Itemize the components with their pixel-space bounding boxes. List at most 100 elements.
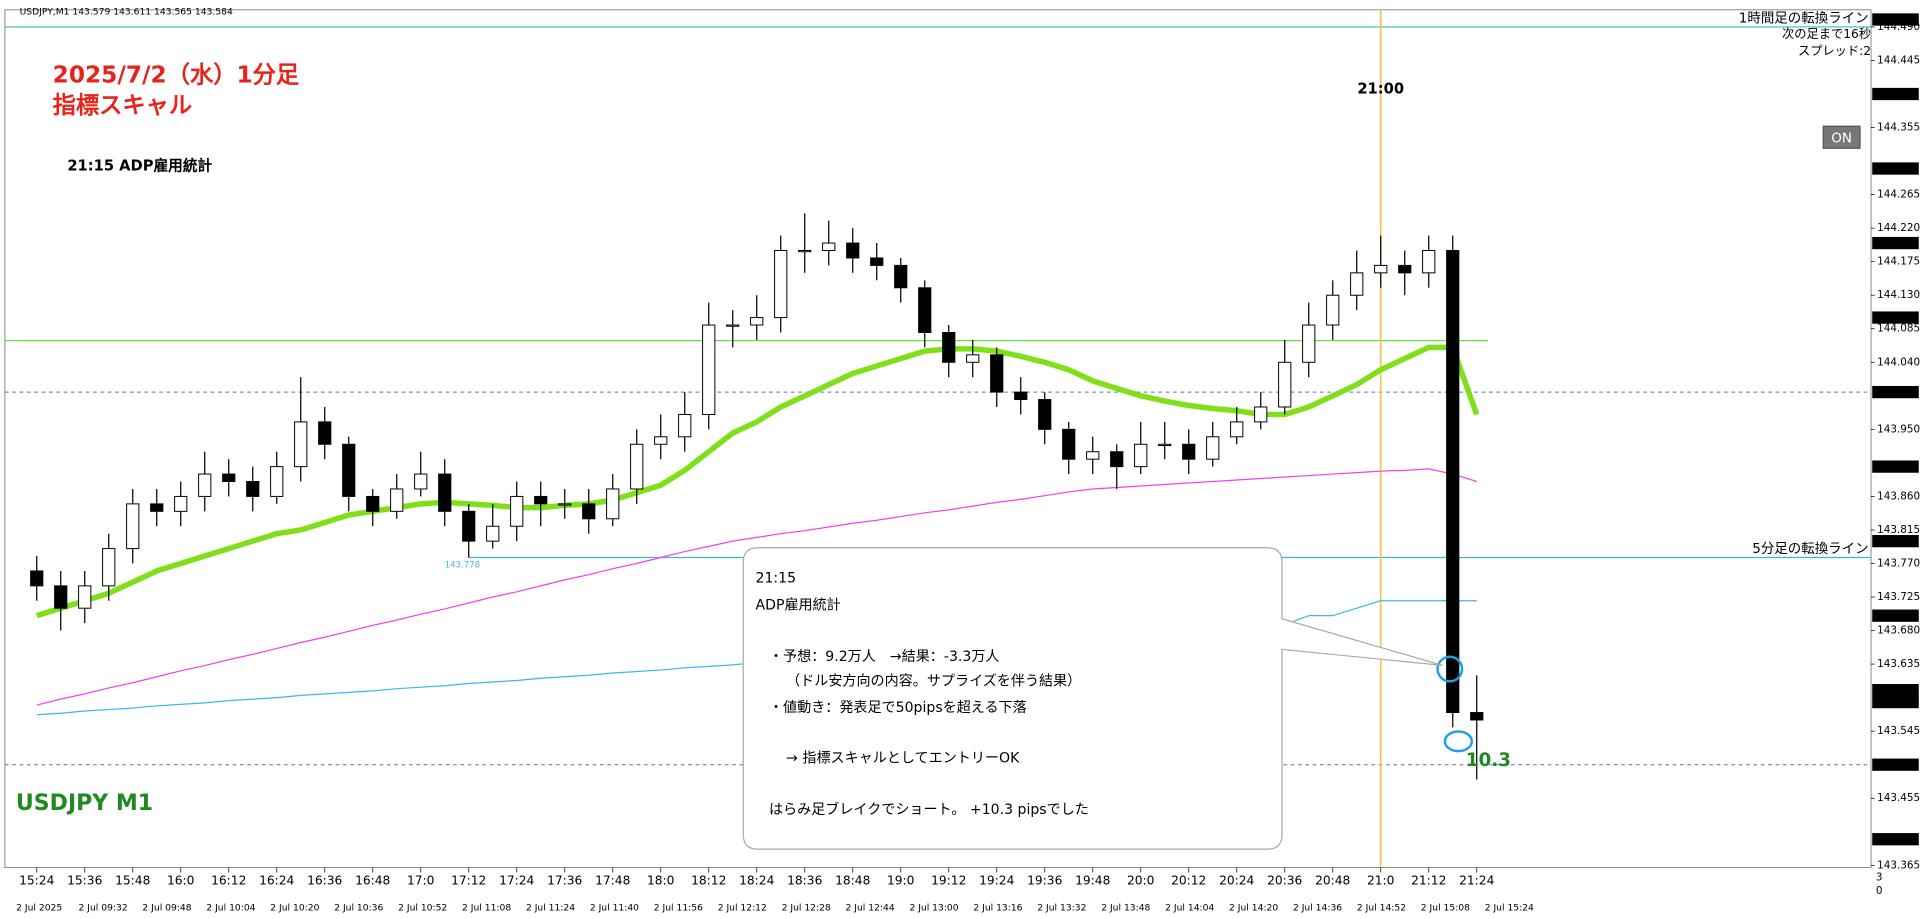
price-level-box xyxy=(1872,87,1919,101)
plot: 144.490144.445144.355144.265144.220144.1… xyxy=(4,9,1920,913)
x-tick-label: 20:36 xyxy=(1267,874,1302,888)
candle-body xyxy=(1134,443,1148,468)
candle-body xyxy=(1230,421,1244,438)
price-level-box xyxy=(1872,13,1919,26)
x-tick-label: 20:48 xyxy=(1315,874,1350,888)
candle-body xyxy=(1014,391,1028,401)
candle-body xyxy=(630,443,644,490)
candle-body xyxy=(1326,294,1340,326)
panel-text: 次の足まで16秒 xyxy=(1782,27,1871,41)
price-level-label: 143.700 xyxy=(1876,610,1919,622)
on-button-label[interactable]: ON xyxy=(1831,130,1852,146)
x-tick-label: 18:24 xyxy=(739,874,774,888)
price-level-label: 144.300 xyxy=(1876,163,1919,175)
candle-body xyxy=(30,570,44,587)
price-level-label: 143.400 xyxy=(1876,833,1919,845)
date-label: 2 Jul 12:12 xyxy=(718,902,767,913)
candle-body xyxy=(774,250,788,319)
candle-body xyxy=(654,436,668,445)
candle-body xyxy=(678,413,692,438)
price-level-label: 143.900 xyxy=(1876,461,1919,473)
on-button[interactable] xyxy=(1822,125,1861,149)
callout-line: ・値動き：発表足で50pipsを超える下落 xyxy=(769,700,1027,716)
candle-body xyxy=(342,443,356,497)
price-level-label: 143.800 xyxy=(1876,535,1919,547)
candle-body xyxy=(318,421,332,445)
x-tick-label: 20:12 xyxy=(1171,874,1206,888)
y-tick-label: 143.950 xyxy=(1877,423,1920,435)
callout-box xyxy=(742,547,1443,850)
event-label: 21:00 xyxy=(1357,80,1404,97)
x-tick-label: 19:36 xyxy=(1027,874,1062,888)
date-label: 2 Jul 11:56 xyxy=(654,902,703,913)
x-tick-label: 17:36 xyxy=(547,874,582,888)
candle-body xyxy=(1350,272,1364,296)
candle-body xyxy=(1374,264,1388,274)
x-tick-label: 17:24 xyxy=(499,874,534,888)
date-label: 2 Jul 14:52 xyxy=(1357,902,1406,913)
candle-body xyxy=(966,354,980,363)
price-level-label: 143.584 xyxy=(1876,696,1919,708)
price-level-label: 144.100 xyxy=(1876,312,1919,324)
candle-body xyxy=(1062,428,1076,460)
date-label: 2 Jul 10:52 xyxy=(398,902,447,913)
result-label: 10.3 xyxy=(1466,750,1511,771)
candle-body xyxy=(1422,250,1436,274)
candle-body xyxy=(366,495,380,512)
candle-body xyxy=(990,354,1004,393)
price-level-box xyxy=(1872,236,1919,250)
x-tick-label: 15:48 xyxy=(115,874,150,888)
candle-body xyxy=(942,331,956,363)
price-level-label: 144.400 xyxy=(1876,88,1919,100)
callout-line: ADP雇用統計 xyxy=(756,596,841,613)
date-label: 2 Jul 10:36 xyxy=(334,902,383,913)
date-label: 2 Jul 09:32 xyxy=(79,902,128,913)
highlight-circle xyxy=(1443,730,1474,753)
candle-body xyxy=(174,495,188,512)
price-level-label: 143.600 xyxy=(1876,684,1919,696)
x-tick-label: 15:24 xyxy=(19,874,54,888)
price-level-box xyxy=(1872,758,1919,771)
candle-body xyxy=(606,488,620,520)
price-level-box xyxy=(1872,609,1919,622)
price-level-box xyxy=(1872,684,1919,697)
candle-body xyxy=(198,473,212,497)
sub-axis-label: 3 xyxy=(1876,871,1883,883)
date-label: 2 Jul 12:28 xyxy=(782,902,831,913)
date-label: 2 Jul 14:20 xyxy=(1229,902,1278,913)
x-tick-label: 18:0 xyxy=(647,874,674,888)
x-tick-label: 18:36 xyxy=(787,874,822,888)
x-tick-label: 20:24 xyxy=(1219,874,1254,888)
y-tick-label: 144.085 xyxy=(1877,323,1920,335)
candle-body xyxy=(1470,712,1484,721)
x-tick-label: 21:0 xyxy=(1367,874,1394,888)
price-level-label: 143.500 xyxy=(1876,759,1919,771)
title: 2025/7/2（水）1分足 xyxy=(53,61,300,88)
symbol-header: USDJPY,M1 143.579 143.611 143.565 143.58… xyxy=(20,7,233,18)
panel-text: スプレッド:2 xyxy=(1798,44,1871,58)
date-label: 2 Jul 11:08 xyxy=(462,902,511,913)
price-level-box xyxy=(1872,311,1919,324)
callout-line: はらみ足ブレイクでショート。 +10.3 pipsでした xyxy=(769,801,1089,818)
y-tick-label: 144.040 xyxy=(1877,356,1920,368)
sub-axis-label: 0 xyxy=(1876,885,1883,897)
candle-body xyxy=(750,317,764,326)
candle-body xyxy=(582,503,596,520)
x-tick-label: 21:12 xyxy=(1411,874,1446,888)
candle-body xyxy=(54,585,68,609)
date-label: 2 Jul 12:44 xyxy=(846,902,895,913)
candle-body xyxy=(798,250,812,253)
date-label: 2 Jul 14:04 xyxy=(1165,902,1214,913)
candle-body xyxy=(1086,451,1100,460)
date-label: 2 Jul 11:40 xyxy=(590,902,639,913)
y-tick-label: 143.635 xyxy=(1877,658,1920,670)
candle-body xyxy=(558,503,572,506)
candle-body xyxy=(1158,443,1172,446)
candle-body xyxy=(486,525,500,542)
date-label: 2 Jul 13:48 xyxy=(1101,902,1150,913)
y-tick-label: 143.455 xyxy=(1877,792,1920,804)
x-tick-label: 20:0 xyxy=(1127,874,1154,888)
price-level-label: 144.500 xyxy=(1876,13,1919,25)
x-tick-label: 16:12 xyxy=(211,874,246,888)
x-tick-label: 18:48 xyxy=(835,874,870,888)
